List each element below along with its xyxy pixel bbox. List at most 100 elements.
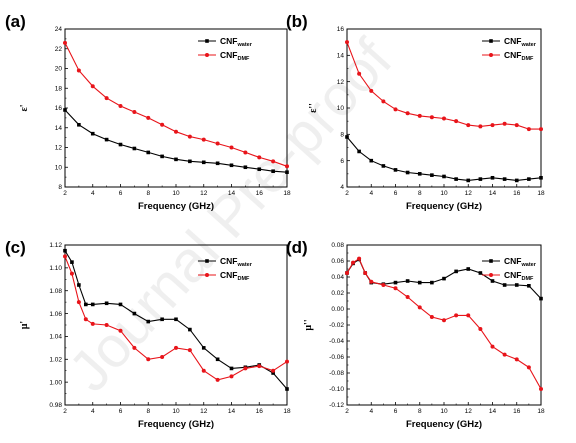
data-point [430,280,434,285]
legend-marker [205,259,209,263]
data-point [132,345,137,350]
y-tick-label: 12 [337,79,345,86]
panel-label: (a) [5,12,26,31]
chart-panel-1: (a)2 4 6 8 10 12 14 16 1881012141618202224Freque… [5,12,291,212]
x-tick-label: 6 [119,408,123,415]
data-point [76,68,81,73]
data-point [466,178,471,183]
x-tick-label: 8 [418,408,422,415]
y-tick-label: -0.08 [329,370,344,377]
data-point [442,276,446,281]
legend-subscript: water [236,262,252,268]
panel-label: (d) [286,238,308,257]
data-point [70,260,74,264]
data-point [285,387,289,391]
x-tick-label: 10 [440,408,448,415]
x-tick-label: 10 [172,190,180,197]
y-tick-label: 1.12 [49,242,62,249]
data-point [229,145,234,150]
data-point [369,158,374,163]
x-tick-label: 8 [146,190,150,197]
data-point [77,283,81,287]
data-point [454,119,459,124]
data-point [454,269,458,274]
legend-label: CNFwater [220,36,253,48]
data-point [405,279,410,283]
data-point [160,317,164,322]
data-point [381,164,386,168]
data-point [514,178,519,183]
data-point [539,296,543,301]
data-point [63,108,67,112]
legend-marker [205,273,209,277]
x-tick-label: 8 [146,408,150,415]
x-tick-label: 14 [489,190,497,197]
data-point [417,113,422,118]
data-point [174,317,178,322]
x-tick-label: 18 [537,190,545,197]
data-point [381,283,386,287]
y-tick-label: -0.10 [329,386,344,393]
y-tick-label: 1.08 [49,288,62,295]
data-point [539,127,543,132]
data-point [490,344,495,349]
data-point [76,300,81,305]
data-point [478,124,483,129]
panel-label: (c) [5,238,26,257]
x-axis-label: Frequency (GHz) [406,419,482,430]
x-tick-label: 2 [345,408,349,415]
data-point [132,311,137,316]
legend-marker [489,39,493,43]
data-point [393,280,398,285]
data-point [430,173,434,177]
x-tick-label: 16 [513,408,521,415]
chart-panel-4: (d) 2 4 6 8 10 12 14 16 18 -0.12 -0.10 -0.08 -0.06 -0.… [286,238,545,430]
data-point [84,302,88,307]
data-point [160,154,164,159]
data-point [442,318,446,323]
y-tick-label: 1.04 [49,334,62,341]
y-axis-label: ε'' [308,103,319,113]
y-tick-label: -0.12 [329,402,344,409]
y-tick-label: 0.06 [331,258,344,265]
data-point [63,248,67,253]
data-point [393,168,398,172]
x-tick-label: 12 [200,190,208,197]
data-point [132,109,137,114]
y-tick-label: -0.02 [329,322,344,329]
data-point [257,155,262,160]
data-point [187,134,192,139]
legend-marker [489,273,493,277]
y-tick-label: 1.00 [49,379,62,386]
legend-subscript: DMF [521,276,534,282]
y-tick-label: 0.00 [331,306,344,313]
data-point [187,348,192,353]
data-point [345,40,349,45]
data-point [201,346,206,350]
data-point [69,271,74,276]
data-point [405,295,410,299]
data-point [417,172,422,176]
data-point [118,328,123,333]
y-tick-label: 1.02 [49,356,62,363]
panel-label: (b) [286,12,308,31]
y-tick-label: 24 [55,26,63,33]
data-point [146,357,151,362]
data-point [429,115,434,120]
data-point [466,123,471,128]
y-tick-label: 6 [340,158,344,165]
y-tick-label: 1.10 [49,265,62,272]
x-tick-label: 18 [283,408,291,415]
data-point [369,279,374,284]
x-axis-label: Frequency (GHz) [406,201,482,212]
data-point [243,366,248,371]
data-point [393,107,398,112]
data-point [104,137,109,142]
data-point [285,170,289,174]
x-tick-label: 6 [394,190,398,197]
data-point [201,137,206,142]
x-tick-label: 14 [489,408,497,415]
y-tick-label: -0.04 [329,338,344,345]
data-point [229,366,234,371]
data-point [201,368,206,373]
